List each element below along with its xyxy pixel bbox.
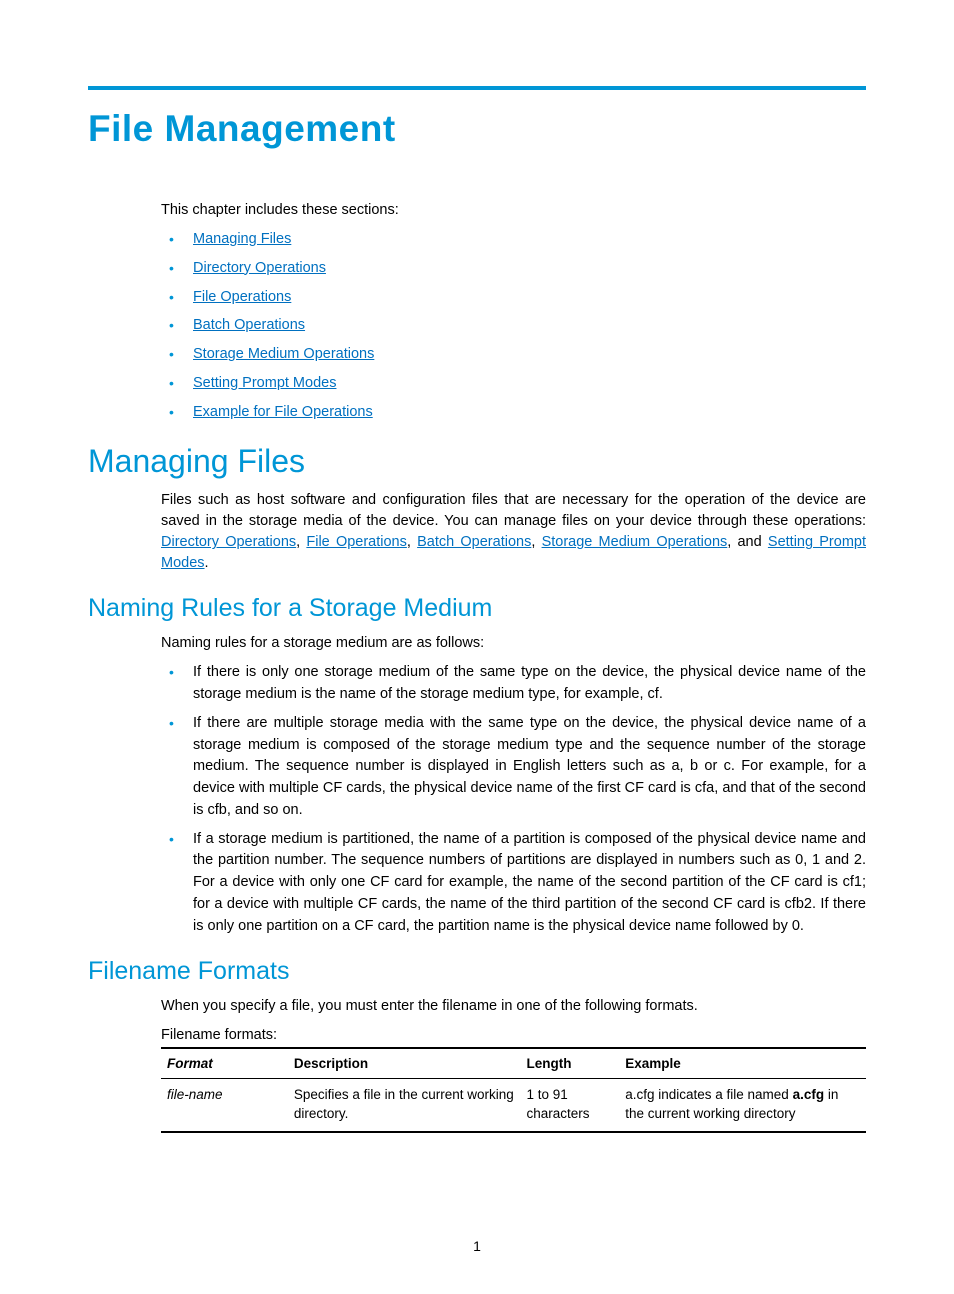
cell-length: 1 to 91 characters — [521, 1079, 620, 1132]
and-word: , and — [727, 534, 768, 550]
toc-item: Storage Medium Operations — [161, 344, 866, 366]
filename-formats-table: Format Description Length Example file-n… — [161, 1047, 866, 1133]
toc-item: Setting Prompt Modes — [161, 373, 866, 395]
naming-bullet: If there are multiple storage media with… — [161, 713, 866, 822]
page-number: 1 — [0, 1238, 954, 1254]
naming-bullets: If there is only one storage medium of t… — [161, 662, 866, 937]
naming-bullet: If there is only one storage medium of t… — [161, 662, 866, 706]
toc-item: File Operations — [161, 287, 866, 309]
link-directory-operations[interactable]: Directory Operations — [161, 534, 296, 550]
toc-link-managing-files[interactable]: Managing Files — [193, 231, 291, 247]
page-title: File Management — [88, 108, 866, 150]
toc-item: Directory Operations — [161, 258, 866, 280]
cell-description: Specifies a file in the current working … — [288, 1079, 521, 1132]
heading-naming-rules: Naming Rules for a Storage Medium — [88, 594, 866, 623]
example-pre: a.cfg indicates a file named — [625, 1087, 792, 1102]
col-header-length: Length — [521, 1048, 620, 1079]
link-batch-operations[interactable]: Batch Operations — [417, 534, 531, 550]
link-file-operations[interactable]: File Operations — [306, 534, 407, 550]
toc-item: Managing Files — [161, 229, 866, 251]
sep: , — [296, 534, 306, 550]
period: . — [205, 555, 209, 571]
cell-format: file-name — [161, 1079, 288, 1132]
heading-filename-formats: Filename Formats — [88, 957, 866, 986]
link-storage-medium-operations[interactable]: Storage Medium Operations — [542, 534, 728, 550]
toc-link-batch-operations[interactable]: Batch Operations — [193, 317, 305, 333]
toc-link-storage-medium-operations[interactable]: Storage Medium Operations — [193, 346, 374, 362]
table-header-row: Format Description Length Example — [161, 1048, 866, 1079]
table-row: file-name Specifies a file in the curren… — [161, 1079, 866, 1132]
toc-link-setting-prompt-modes[interactable]: Setting Prompt Modes — [193, 375, 336, 391]
naming-bullet: If a storage medium is partitioned, the … — [161, 829, 866, 938]
heading-managing-files: Managing Files — [88, 443, 866, 480]
formats-lead: When you specify a file, you must enter … — [161, 996, 866, 1017]
toc-item: Batch Operations — [161, 315, 866, 337]
example-bold: a.cfg — [793, 1087, 825, 1102]
naming-lead: Naming rules for a storage medium are as… — [161, 633, 866, 654]
col-header-format: Format — [161, 1048, 288, 1079]
toc-list: Managing Files Directory Operations File… — [161, 229, 866, 423]
intro-text: This chapter includes these sections: — [161, 200, 866, 221]
managing-text-pre: Files such as host software and configur… — [161, 492, 866, 529]
toc-link-directory-operations[interactable]: Directory Operations — [193, 260, 326, 276]
managing-paragraph: Files such as host software and configur… — [161, 490, 866, 574]
sep: , — [531, 534, 541, 550]
col-header-description: Description — [288, 1048, 521, 1079]
table-caption: Filename formats: — [161, 1027, 866, 1043]
toc-link-file-operations[interactable]: File Operations — [193, 289, 291, 305]
sep: , — [407, 534, 417, 550]
toc-item: Example for File Operations — [161, 402, 866, 424]
col-header-example: Example — [619, 1048, 866, 1079]
accent-rule — [88, 86, 866, 90]
toc-link-example-file-operations[interactable]: Example for File Operations — [193, 404, 373, 420]
cell-example: a.cfg indicates a file named a.cfg in th… — [619, 1079, 866, 1132]
